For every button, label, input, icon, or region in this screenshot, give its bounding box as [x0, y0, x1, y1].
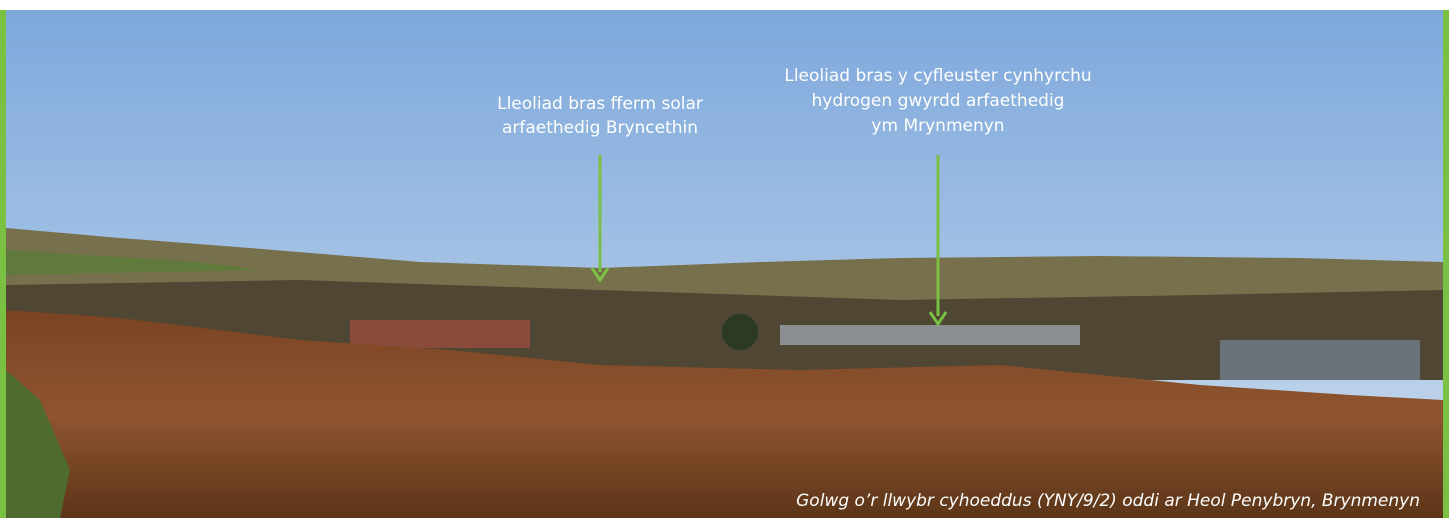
annotation-line: Lleoliad bras fferm solar [497, 94, 703, 114]
annotation-line: hydrogen gwyrdd arfaethedig [812, 91, 1065, 111]
tree [722, 314, 758, 350]
annotation-line: Lleoliad bras y cyfleuster cynhyrchu [784, 66, 1091, 86]
top-strip [0, 0, 1449, 10]
annotation-line: ym Mrynmenyn [871, 116, 1004, 136]
industrial-estate [780, 325, 1080, 345]
buildings [1220, 340, 1420, 380]
caption: Golwg o’r llwybr cyhoeddus (YNY/9/2) odd… [796, 491, 1420, 511]
page: Lleoliad bras fferm solar arfaethedig Br… [0, 0, 1449, 518]
houses [350, 320, 530, 348]
photo [6, 10, 1443, 518]
annotation-line: arfaethedig Bryncethin [502, 118, 698, 138]
annotated-photo: Lleoliad bras fferm solar arfaethedig Br… [0, 0, 1449, 518]
